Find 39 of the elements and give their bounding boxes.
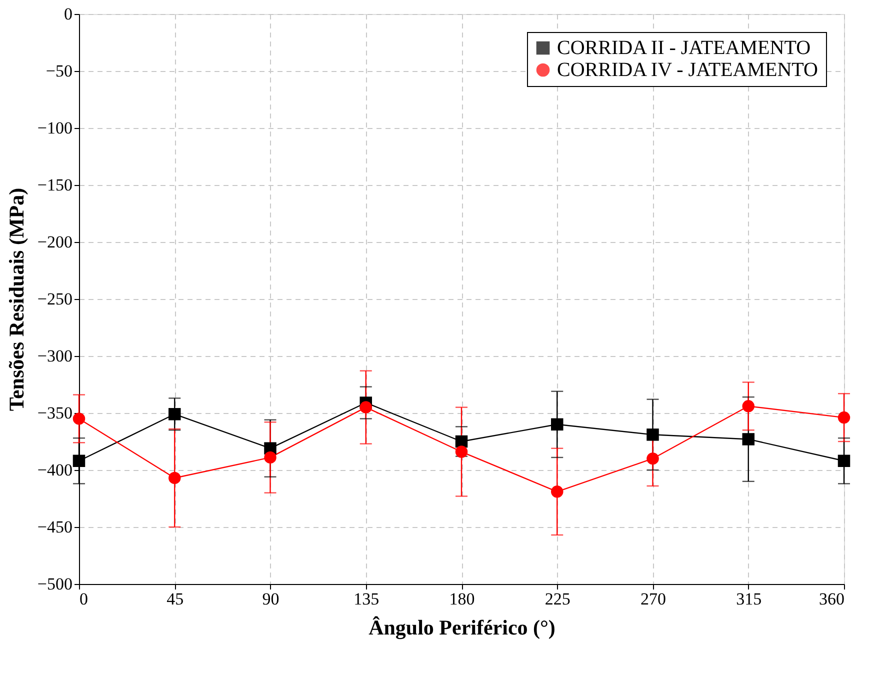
y-tick-label: −50 [46,62,72,80]
point [168,472,181,484]
point [742,400,754,412]
point [838,454,850,468]
y-axis-title: Tensões Residuais (MPa) [4,188,28,412]
point [551,486,564,498]
legend-label: CORRIDA II - JATEAMENTO [557,37,811,59]
point [646,428,659,441]
y-tick-label: −500 [37,574,72,594]
x-tick-label: 90 [262,590,280,608]
x-tick-label: 180 [449,590,475,608]
y-tick-label: −250 [37,290,72,308]
y-tick-label: −100 [37,118,72,138]
point [646,452,659,465]
point [72,454,86,468]
y-tick-label: −200 [37,232,72,252]
point [742,433,754,446]
x-tick-label: 135 [354,590,380,608]
x-tick-label: 315 [736,590,762,608]
point [360,401,372,414]
x-tick-label: 360 [819,590,844,608]
x-tick-label: 270 [640,590,666,608]
point [838,411,850,424]
x-tick-label: 225 [544,590,570,608]
y-tick-label: −400 [37,460,72,480]
legend-label: CORRIDA IV - JATEAMENTO [557,59,818,81]
x-axis-title: Ângulo Periférico (°) [368,616,556,640]
point [551,418,564,431]
point [264,451,276,464]
point [168,408,181,420]
y-tick-label: −300 [37,346,72,366]
y-tick-label: −350 [37,404,72,422]
y-tick-label: −450 [37,518,72,536]
x-tick-label: 45 [166,590,184,608]
point [72,412,86,425]
x-tick-label: 0 [80,590,88,608]
point [455,446,468,458]
y-tick-label: 0 [64,4,72,24]
y-tick-label: −150 [37,176,72,194]
